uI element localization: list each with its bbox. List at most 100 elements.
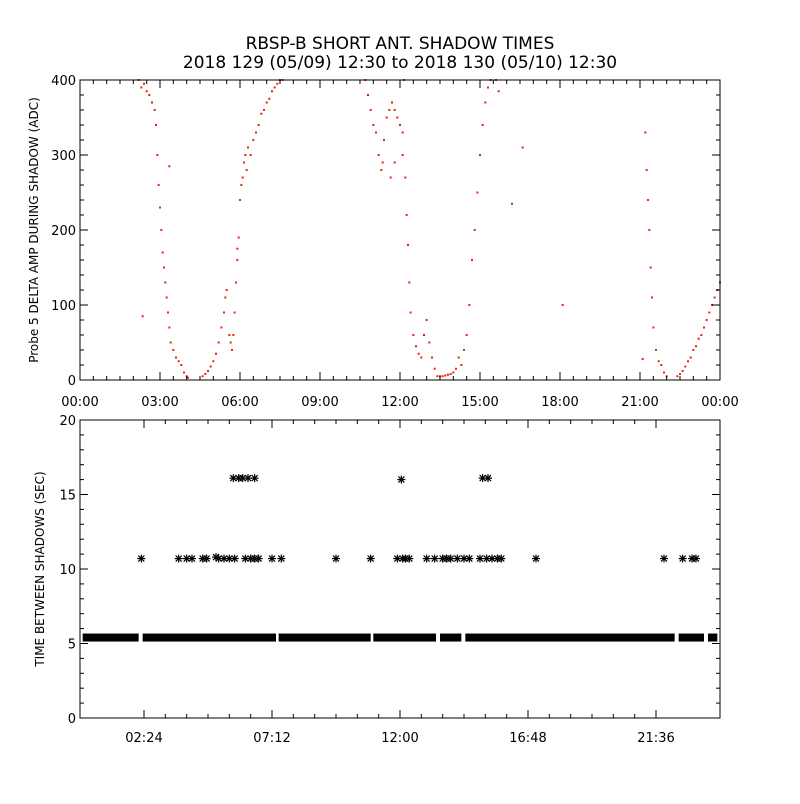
data-point-asterisk bbox=[532, 554, 540, 563]
data-point bbox=[401, 131, 404, 134]
data-point bbox=[487, 86, 489, 89]
data-point bbox=[155, 124, 157, 126]
data-point bbox=[220, 326, 223, 329]
data-point-asterisk bbox=[137, 554, 146, 563]
data-point bbox=[239, 199, 241, 201]
data-point bbox=[164, 281, 167, 284]
top-x-tick-label: 21:00 bbox=[621, 395, 658, 410]
top-panel: 00:00 03:00 06:00 09:00 12:00 15:00 18:00 21:00… bbox=[27, 74, 739, 410]
data-point bbox=[447, 373, 449, 376]
data-point bbox=[681, 370, 684, 372]
data-point bbox=[652, 326, 655, 329]
top-y-tick-label: 200 bbox=[51, 224, 76, 239]
data-point bbox=[240, 184, 243, 186]
data-point bbox=[249, 154, 252, 156]
data-point bbox=[168, 326, 171, 329]
bottom-y-tick-label: 15 bbox=[59, 489, 76, 504]
data-point bbox=[204, 373, 207, 375]
data-point bbox=[207, 370, 209, 372]
data-point bbox=[655, 349, 657, 351]
data-point bbox=[679, 373, 681, 375]
data-point bbox=[433, 367, 436, 370]
data-point bbox=[157, 184, 160, 186]
data-point bbox=[684, 365, 687, 368]
data-point bbox=[233, 311, 236, 314]
data-point bbox=[161, 251, 164, 254]
data-point bbox=[511, 202, 513, 205]
data-point bbox=[561, 304, 564, 306]
data-point bbox=[245, 169, 248, 171]
bottom-y-tick-label: 20 bbox=[59, 414, 76, 429]
data-point bbox=[223, 311, 225, 314]
data-point bbox=[268, 97, 271, 100]
data-point bbox=[452, 371, 455, 374]
data-point-asterisk bbox=[174, 554, 183, 563]
data-point bbox=[215, 352, 217, 355]
bottom-y-tick-label: 5 bbox=[68, 638, 76, 653]
data-point bbox=[231, 349, 233, 351]
top-x-tick-label: 03:00 bbox=[141, 395, 178, 410]
bottom-plot-frame bbox=[79, 419, 721, 719]
data-point bbox=[156, 154, 159, 156]
bottom-x-tick-label: 21:36 bbox=[637, 731, 674, 746]
data-point bbox=[417, 352, 420, 355]
data-point bbox=[389, 176, 392, 179]
data-point bbox=[255, 131, 257, 134]
data-point bbox=[380, 169, 383, 171]
data-point bbox=[381, 161, 384, 164]
data-point bbox=[232, 334, 235, 336]
data-point bbox=[471, 259, 473, 261]
data-point bbox=[687, 360, 689, 363]
data-point bbox=[425, 319, 428, 321]
data-point bbox=[644, 131, 647, 134]
data-point bbox=[148, 94, 151, 96]
data-point bbox=[436, 375, 439, 378]
bottom-y-tick-label: 0 bbox=[68, 712, 76, 727]
data-point-asterisk bbox=[422, 554, 431, 563]
top-x-tick-label: 09:00 bbox=[301, 395, 338, 410]
data-point bbox=[172, 349, 175, 351]
data-point bbox=[243, 161, 245, 164]
data-point bbox=[465, 334, 468, 336]
data-point bbox=[444, 374, 447, 377]
data-point bbox=[695, 345, 697, 348]
top-x-tick-label: 00:00 bbox=[61, 395, 98, 410]
data-point-asterisk bbox=[405, 554, 414, 563]
data-point bbox=[396, 116, 399, 119]
data-point-asterisk bbox=[250, 474, 259, 483]
data-point-asterisk bbox=[465, 554, 474, 563]
data-point bbox=[649, 266, 652, 269]
data-point bbox=[700, 334, 703, 336]
data-point bbox=[372, 124, 375, 126]
data-point-asterisk bbox=[397, 475, 406, 484]
data-point bbox=[159, 206, 161, 209]
data-point bbox=[212, 360, 215, 363]
data-point bbox=[187, 376, 189, 379]
data-point bbox=[247, 146, 249, 149]
data-point bbox=[167, 311, 169, 314]
data-point bbox=[183, 371, 185, 374]
data-point bbox=[473, 229, 476, 231]
data-point bbox=[177, 360, 180, 363]
data-point-asterisk bbox=[660, 554, 668, 563]
baseline-segment bbox=[82, 633, 139, 642]
data-point bbox=[175, 356, 177, 359]
data-point bbox=[209, 365, 212, 368]
top-x-tick-label: 06:00 bbox=[221, 395, 258, 410]
baseline-segment bbox=[678, 633, 704, 642]
data-point bbox=[201, 375, 204, 378]
top-y-tick-label: 0 bbox=[68, 374, 76, 389]
data-point bbox=[648, 229, 651, 231]
data-point bbox=[455, 367, 457, 370]
data-point bbox=[401, 154, 404, 156]
data-point bbox=[377, 154, 380, 156]
top-x-tick-label: 12:00 bbox=[381, 395, 418, 410]
data-point bbox=[407, 244, 409, 246]
data-point bbox=[497, 90, 500, 93]
top-y-tick-label: 100 bbox=[51, 299, 76, 314]
data-point-asterisk bbox=[430, 554, 439, 563]
data-point bbox=[697, 337, 700, 340]
data-point-asterisk bbox=[484, 474, 492, 483]
